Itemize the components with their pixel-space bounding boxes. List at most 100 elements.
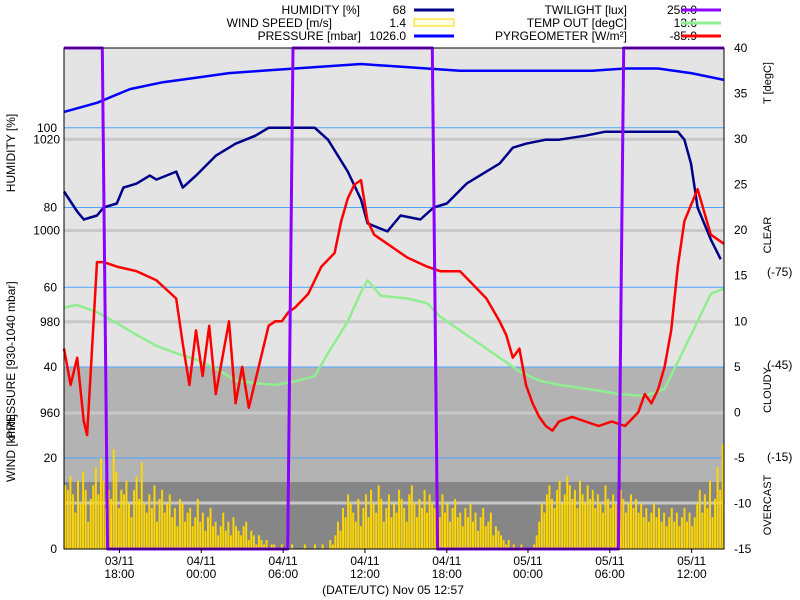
wind-bar [538, 521, 541, 549]
wind-bar [74, 512, 77, 549]
wind-bar [655, 517, 658, 549]
wind-bar [252, 535, 255, 549]
humidity-axis-label: HUMIDITY [%] [4, 114, 18, 192]
wind-bar [357, 498, 360, 549]
wind-bar [270, 544, 273, 549]
temperature-tick-label: 0 [734, 405, 741, 419]
wind-bar [494, 526, 497, 549]
wind-bar [97, 494, 100, 549]
footer-timestamp: (DATE/UTC) Nov 05 12:57 [322, 583, 464, 597]
x-tick-date: 05/11 [677, 554, 706, 568]
pressure-tick-label: 960 [40, 406, 60, 420]
wind-bar [385, 508, 388, 549]
wind-bar [584, 503, 587, 549]
wind-bar [675, 512, 678, 549]
wind-bar [703, 494, 706, 549]
wind-bar [186, 512, 189, 549]
series-humidity [62, 126, 722, 260]
grid-lines [64, 127, 724, 505]
wind-bar [273, 544, 276, 549]
wind-bar [395, 512, 398, 549]
wind-bar [224, 530, 227, 549]
wind-bar [77, 480, 79, 549]
legend: HUMIDITY [%] 68 WIND SPEED [m/s] 1.4 PRESSUR… [227, 3, 721, 43]
wind-bar [380, 498, 383, 549]
wind-bar [469, 503, 472, 549]
wind-bar [635, 498, 638, 549]
wind-bar [349, 503, 352, 549]
temperature-tick-label: 25 [734, 178, 748, 192]
legend-value: 1.4 [389, 16, 406, 30]
wind-bar [128, 503, 130, 549]
x-tick-date: 05/11 [513, 554, 542, 568]
wind-bar [94, 467, 97, 549]
wind-bar [627, 503, 630, 549]
wind-bar [189, 508, 192, 549]
wind-bar [431, 503, 434, 549]
wind-bar [375, 512, 378, 549]
wind-bar [698, 489, 701, 549]
wind-bar [581, 494, 584, 549]
sky-label-minus45: (-45) [767, 358, 792, 372]
wind-bar [250, 530, 253, 549]
wind-bar [387, 494, 390, 549]
wind-bar [219, 526, 222, 549]
wind-bar [153, 485, 156, 549]
wind-bar [632, 508, 635, 549]
wind-bar [245, 521, 248, 549]
wind-bar [640, 503, 643, 549]
wind-bar [133, 489, 136, 549]
wind-bar [207, 517, 209, 549]
wind-bar [591, 489, 594, 549]
temperature-tick-label: 5 [734, 360, 741, 374]
wind-bar [474, 512, 477, 549]
wind-bar [222, 512, 225, 549]
wind-bar [403, 508, 406, 549]
wind-bar [428, 494, 431, 549]
wind-bar [405, 521, 408, 549]
temperature-tick-label: -15 [734, 542, 752, 556]
wind-bar [229, 535, 232, 549]
wind-bar [176, 526, 179, 549]
wind-bar [263, 544, 266, 549]
wind-bar [410, 485, 413, 549]
humidity-tick-label: 40 [44, 360, 58, 374]
wind-bar [181, 503, 184, 549]
x-tick-time: 06:00 [268, 567, 298, 581]
plot-frame [63, 47, 725, 550]
humidity-tick-label: 100 [37, 121, 57, 135]
wind-bar [545, 494, 548, 549]
wind-bar [196, 498, 199, 549]
wind-bar [291, 544, 294, 549]
x-tick-date: 03/11 [105, 554, 134, 568]
wind-bar [576, 508, 579, 549]
wind-bar [120, 489, 123, 549]
wind-bar [84, 489, 87, 549]
wind-bar [624, 512, 627, 549]
wind-bar [686, 521, 689, 549]
wind-bar [652, 503, 655, 549]
wind-bar [117, 508, 120, 549]
wind-bar [370, 489, 373, 549]
wind-bar [235, 526, 237, 549]
wind-bar [607, 498, 610, 549]
temperature-tick-label: -10 [734, 496, 752, 510]
wind-bar [138, 498, 141, 549]
wind-bar [543, 512, 546, 549]
x-tick-time: 06:00 [595, 567, 625, 581]
wind-bar [92, 485, 95, 549]
wind-bar [706, 508, 709, 549]
legend-swatch [413, 18, 455, 27]
wind-bar [484, 526, 487, 549]
wind-bar [566, 476, 569, 549]
wind-bar [477, 530, 480, 549]
wind-bar [645, 508, 648, 549]
wind-bar [359, 526, 362, 549]
wind-bar [382, 521, 385, 549]
wind-bar [438, 517, 441, 549]
wind-bar [166, 503, 169, 549]
legend-label: HUMIDITY [%] [282, 3, 360, 17]
legend-label: PYRGEOMETER [W/m²] [495, 29, 627, 43]
temperature-tick-label: 35 [734, 87, 748, 101]
pressure-axis-label: PRESSURE [930-1040 mbar] [4, 281, 18, 438]
